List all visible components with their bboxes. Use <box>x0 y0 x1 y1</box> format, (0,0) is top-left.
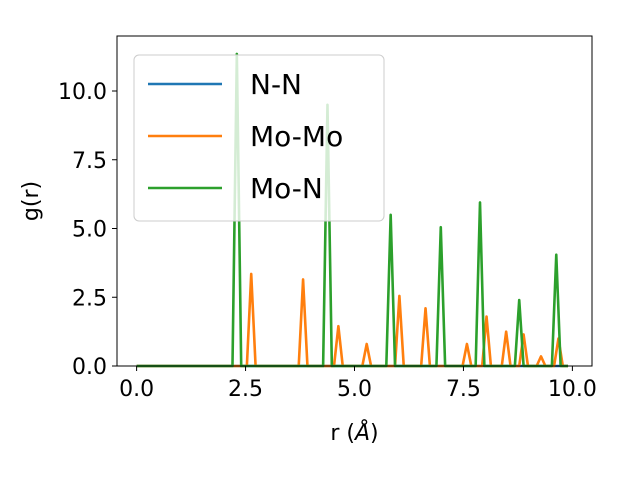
y-tick-label: 10.0 <box>58 80 107 105</box>
x-axis: 0.0 2.5 5.0 7.5 10.0 <box>119 366 597 402</box>
x-axis-label-text: r ( <box>330 421 355 446</box>
y-tick-label: 0.0 <box>72 355 107 380</box>
legend-label: Mo-N <box>250 172 323 205</box>
legend: N-N Mo-Mo Mo-N <box>133 54 385 222</box>
series-line-mo-mo <box>136 272 569 368</box>
y-axis-label: g(r) <box>19 181 44 221</box>
legend-box <box>133 54 385 222</box>
y-tick-label: 7.5 <box>72 149 107 174</box>
x-tick-label: 0.0 <box>119 377 154 402</box>
y-tick-label: 2.5 <box>72 286 107 311</box>
x-tick-label: 7.5 <box>446 377 481 402</box>
y-tick-label: 5.0 <box>72 218 107 243</box>
x-axis-label: r (Å) <box>330 419 378 446</box>
x-tick-label: 10.0 <box>548 377 597 402</box>
legend-label: N-N <box>250 68 302 101</box>
x-axis-label-close: ) <box>370 421 379 446</box>
x-tick-label: 2.5 <box>228 377 263 402</box>
x-axis-label-unit: Å <box>353 419 370 446</box>
y-axis: 0.0 2.5 5.0 7.5 10.0 <box>58 80 117 380</box>
legend-label: Mo-Mo <box>250 120 343 153</box>
x-tick-label: 5.0 <box>337 377 372 402</box>
